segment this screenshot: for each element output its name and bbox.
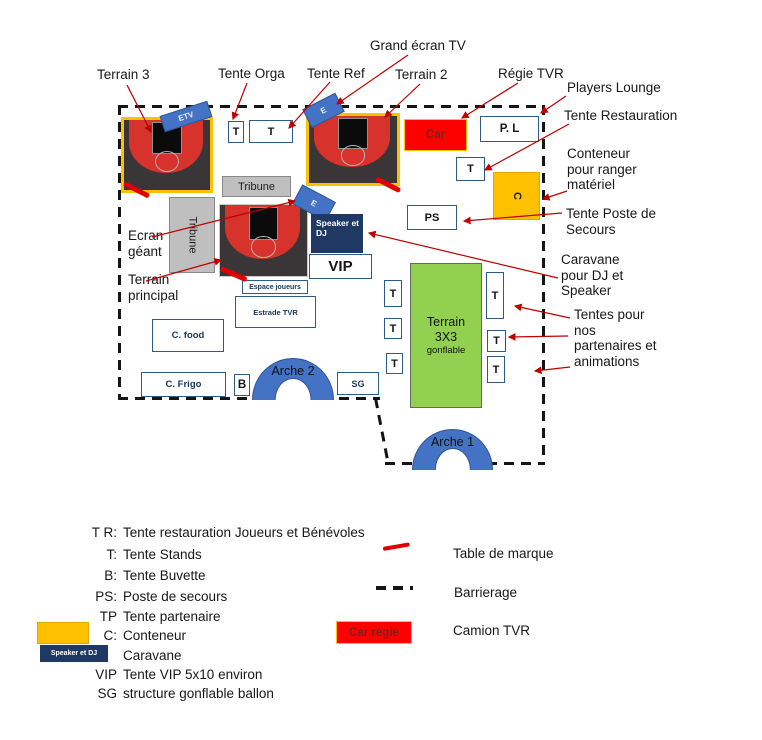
legend-row-5: C: Conteneur <box>58 628 187 643</box>
legend-row-6: Caravane <box>58 648 182 663</box>
speaker-dj-box: Speaker et DJ <box>311 214 363 253</box>
tribune-left: Tribune <box>169 197 215 273</box>
tribune-left-label: Tribune <box>185 216 198 254</box>
estrade-tvr-box: Estrade TVR <box>235 296 316 328</box>
tent-left-2: T <box>384 318 402 339</box>
label-terrain-principal: Terrain principal <box>128 272 179 303</box>
legend-desc: Caravane <box>123 648 182 663</box>
legend-camion-label: Camion TVR <box>453 623 531 638</box>
tent-restauration: T <box>456 157 485 181</box>
legend-abbr: B: <box>104 568 117 583</box>
legend-car-regie-box: Car régie <box>336 621 412 644</box>
legend-abbr: VIP <box>95 667 117 682</box>
legend-table-marque-label: Table de marque <box>453 546 554 561</box>
boundary-bottom-left <box>118 397 380 400</box>
legend-abbr: T: <box>106 547 117 562</box>
label-ecran-geant: Ecran géant <box>128 228 164 259</box>
label-tente-orga: Tente Orga <box>218 66 285 81</box>
legend-abbr: T R: <box>91 525 117 540</box>
legend-abbr: C: <box>103 628 118 643</box>
legend-desc: Tente VIP 5x10 environ <box>123 667 263 682</box>
legend-desc: Tente partenaire <box>123 609 221 624</box>
arche-1-hole <box>434 448 471 470</box>
label-regie-tvr: Régie TVR <box>498 66 564 81</box>
tent-left-3: T <box>386 353 403 374</box>
legend-row-8: SG structure gonflable ballon <box>58 686 274 701</box>
arche-2-label: Arche 2 <box>271 364 315 378</box>
legend-barrierage-dash <box>376 586 413 590</box>
arche-1: Arche 1 <box>412 429 493 470</box>
tent-orga: T <box>228 121 244 143</box>
sg-box: SG <box>337 372 379 395</box>
vip-box: VIP <box>309 254 372 279</box>
legend-desc: structure gonflable ballon <box>123 686 274 701</box>
car-regie-truck: Car <box>404 119 467 151</box>
label-tente-restauration: Tente Restauration <box>564 108 678 123</box>
legend-table-marque-line <box>382 542 410 551</box>
tent-ref: T <box>249 120 293 143</box>
boundary-right <box>542 105 545 464</box>
players-lounge-box: P. L <box>480 116 539 142</box>
label-conteneur: Conteneur pour ranger matériel <box>567 146 637 192</box>
label-tente-poste-secours: Tente Poste de Secours <box>566 206 657 237</box>
terrain-3x3-box: Terrain 3X3 gonflable <box>410 263 482 408</box>
legend-caravan-swatch: Speaker et DJ <box>40 645 108 662</box>
arche-1-label: Arche 1 <box>430 435 475 449</box>
legend-row-7: VIP Tente VIP 5x10 environ <box>58 667 262 682</box>
legend-row-2: B: Tente Buvette <box>58 568 206 583</box>
arche-2: Arche 2 <box>252 358 334 400</box>
buvette-box: B <box>234 374 250 396</box>
legend-abbr: SG <box>97 686 117 701</box>
legend-row-4: TP Tente partenaire <box>58 609 221 624</box>
tent-right-3: T <box>487 356 505 383</box>
legend-desc: Tente Stands <box>123 547 202 562</box>
legend-row-3: PS: Poste de secours <box>58 589 227 604</box>
court-free-throw-circle <box>340 145 366 166</box>
court-key <box>338 118 368 149</box>
label-caravane: Caravane pour DJ et Speaker <box>561 252 624 298</box>
tent-left-1: T <box>384 280 402 307</box>
legend-desc: Conteneur <box>123 628 187 643</box>
poste-secours-box: PS <box>407 205 457 230</box>
court-terrain-principal <box>219 204 308 277</box>
label-tentes-partenaires: Tentes pour nos partenaires et animation… <box>574 307 657 369</box>
label-tente-ref: Tente Ref <box>307 66 365 81</box>
tent-right-2: T <box>487 330 506 352</box>
espace-joueurs-box: Espace joueurs <box>242 280 308 294</box>
legend-desc: Tente Buvette <box>123 568 206 583</box>
court-key <box>248 207 279 240</box>
tent-right-1: T <box>486 272 504 319</box>
legend-desc: Poste de secours <box>123 589 228 604</box>
container-box: C <box>493 172 540 220</box>
legend-row-0: T R: Tente restauration Joueurs et Bénévo… <box>58 525 365 540</box>
court-free-throw-circle <box>154 150 180 172</box>
label-terrain-2: Terrain 2 <box>395 67 448 82</box>
c-frigo-box: C. Frigo <box>141 372 226 397</box>
label-players-lounge: Players Lounge <box>567 80 661 95</box>
boundary-left <box>118 105 121 400</box>
legend-abbr <box>58 648 117 663</box>
container-box-label: C <box>510 192 523 200</box>
tribune-top: Tribune <box>222 176 291 197</box>
legend-desc: Tente restauration Joueurs et Bénévoles <box>123 525 365 540</box>
court-free-throw-circle <box>251 236 276 258</box>
legend-abbr: PS: <box>95 589 117 604</box>
c-food-box: C. food <box>152 319 224 352</box>
legend-container-swatch <box>37 622 89 644</box>
arche-2-hole <box>274 377 312 400</box>
legend-abbr: TP <box>99 609 117 624</box>
label-terrain-3: Terrain 3 <box>97 67 150 82</box>
legend-row-1: T: Tente Stands <box>58 547 202 562</box>
legend-barrierage-label: Barrierage <box>454 585 518 600</box>
label-grand-ecran-tv: Grand écran TV <box>370 38 466 53</box>
terrain-3x3-box-label: Terrain 3X3 gonflable <box>426 315 466 356</box>
